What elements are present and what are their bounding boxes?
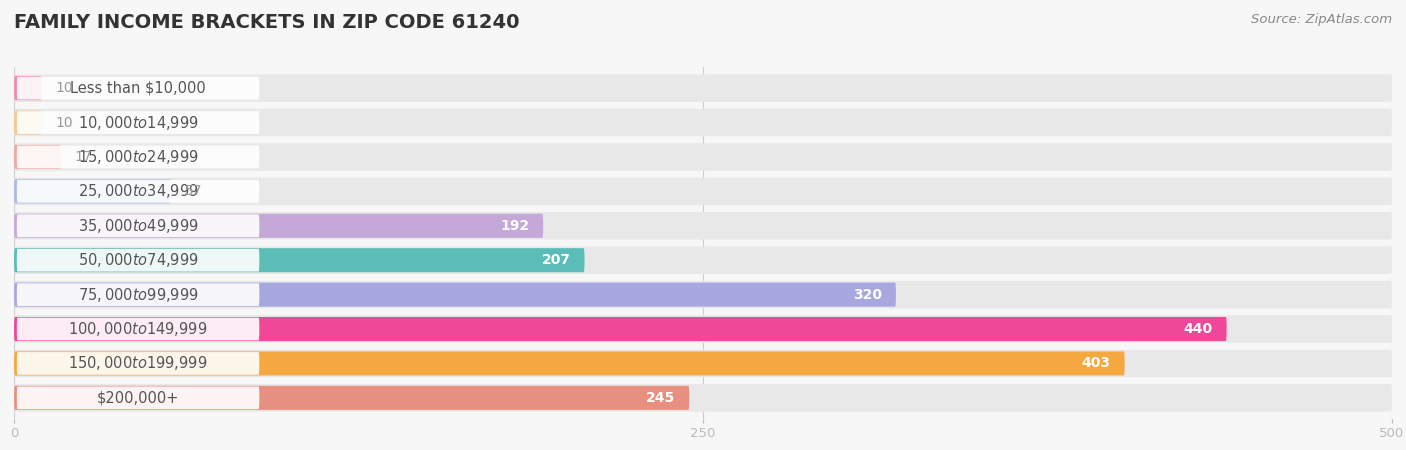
FancyBboxPatch shape [17, 318, 259, 340]
Text: 320: 320 [853, 288, 882, 302]
FancyBboxPatch shape [17, 215, 259, 237]
Text: 10: 10 [55, 81, 73, 95]
Text: $25,000 to $34,999: $25,000 to $34,999 [77, 182, 198, 200]
FancyBboxPatch shape [17, 352, 259, 375]
FancyBboxPatch shape [14, 74, 1392, 102]
Text: $100,000 to $149,999: $100,000 to $149,999 [69, 320, 208, 338]
Text: $35,000 to $49,999: $35,000 to $49,999 [77, 217, 198, 235]
Text: $10,000 to $14,999: $10,000 to $14,999 [77, 113, 198, 131]
FancyBboxPatch shape [14, 109, 1392, 136]
FancyBboxPatch shape [14, 351, 1125, 375]
Text: $50,000 to $74,999: $50,000 to $74,999 [77, 251, 198, 269]
Text: $15,000 to $24,999: $15,000 to $24,999 [77, 148, 198, 166]
Text: $150,000 to $199,999: $150,000 to $199,999 [69, 355, 208, 373]
Text: $75,000 to $99,999: $75,000 to $99,999 [77, 286, 198, 304]
FancyBboxPatch shape [14, 283, 896, 306]
FancyBboxPatch shape [17, 146, 259, 168]
FancyBboxPatch shape [14, 76, 42, 100]
FancyBboxPatch shape [14, 180, 172, 203]
Text: 17: 17 [75, 150, 93, 164]
Text: 57: 57 [186, 184, 202, 198]
Text: 440: 440 [1184, 322, 1213, 336]
FancyBboxPatch shape [17, 249, 259, 271]
Text: 245: 245 [647, 391, 675, 405]
Text: 403: 403 [1081, 356, 1111, 370]
FancyBboxPatch shape [14, 315, 1392, 343]
FancyBboxPatch shape [14, 214, 543, 238]
Text: 10: 10 [55, 116, 73, 130]
FancyBboxPatch shape [17, 180, 259, 203]
FancyBboxPatch shape [14, 178, 1392, 205]
Text: $200,000+: $200,000+ [97, 390, 179, 405]
FancyBboxPatch shape [14, 143, 1392, 171]
FancyBboxPatch shape [14, 111, 42, 135]
Text: Source: ZipAtlas.com: Source: ZipAtlas.com [1251, 14, 1392, 27]
FancyBboxPatch shape [17, 387, 259, 409]
Text: FAMILY INCOME BRACKETS IN ZIP CODE 61240: FAMILY INCOME BRACKETS IN ZIP CODE 61240 [14, 14, 520, 32]
Text: 207: 207 [541, 253, 571, 267]
FancyBboxPatch shape [14, 212, 1392, 239]
FancyBboxPatch shape [14, 247, 1392, 274]
FancyBboxPatch shape [14, 384, 1392, 412]
FancyBboxPatch shape [14, 386, 689, 410]
FancyBboxPatch shape [17, 111, 259, 134]
Text: Less than $10,000: Less than $10,000 [70, 81, 205, 96]
FancyBboxPatch shape [14, 317, 1226, 341]
Text: 192: 192 [501, 219, 530, 233]
FancyBboxPatch shape [17, 283, 259, 306]
FancyBboxPatch shape [14, 350, 1392, 377]
FancyBboxPatch shape [14, 281, 1392, 308]
FancyBboxPatch shape [14, 248, 585, 272]
FancyBboxPatch shape [17, 77, 259, 99]
FancyBboxPatch shape [14, 145, 60, 169]
